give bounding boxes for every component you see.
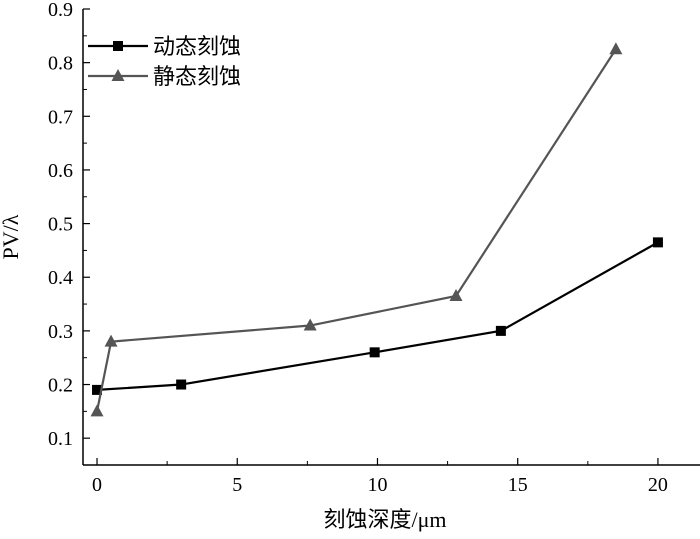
- y-tick-label: 0.6: [48, 160, 73, 182]
- x-axis-title: 刻蚀深度/μm: [323, 507, 446, 532]
- series-layer: [90, 42, 663, 417]
- series-2: [90, 42, 623, 417]
- y-axis-title: PV/λ: [0, 214, 23, 259]
- data-point: [92, 384, 103, 395]
- legend-item-2: 静态刻蚀: [88, 64, 241, 89]
- data-point: [369, 347, 380, 358]
- data-point: [652, 237, 663, 248]
- data-point: [303, 318, 317, 331]
- y-tick-label: 0.9: [48, 0, 73, 21]
- series-1: [92, 237, 663, 395]
- y-tick-label: 0.1: [48, 428, 73, 450]
- legend-label: 动态刻蚀: [153, 34, 241, 59]
- y-tick-label: 0.8: [48, 53, 73, 75]
- axes: 0 5 10 15 20 0.1 0.2 0.3 0.4 0.5 0.6 0.7 0.8 0.9: [48, 0, 700, 496]
- x-tick-label: 20: [648, 474, 668, 496]
- series-line: [96, 241, 659, 391]
- x-tick-label: 10: [367, 474, 387, 496]
- x-tick-label: 5: [232, 474, 242, 496]
- y-tick-label: 0.4: [48, 267, 73, 289]
- y-tick-label: 0.5: [48, 214, 73, 236]
- legend-item-1: 动态刻蚀: [88, 34, 241, 59]
- data-point: [104, 334, 118, 347]
- legend-marker: [111, 69, 125, 81]
- y-tick-label: 0.3: [48, 321, 73, 343]
- data-point: [495, 325, 506, 336]
- y-tick-label: 0.2: [48, 375, 73, 397]
- y-tick-label: 0.7: [48, 106, 73, 128]
- x-tick-label: 0: [92, 474, 102, 496]
- legend-marker: [113, 41, 123, 51]
- x-tick-label: 15: [508, 474, 528, 496]
- series-line: [95, 48, 617, 412]
- data-point: [449, 289, 463, 302]
- legend-label: 静态刻蚀: [153, 64, 241, 89]
- data-point: [90, 404, 104, 417]
- data-point: [176, 379, 187, 390]
- data-point: [609, 42, 623, 55]
